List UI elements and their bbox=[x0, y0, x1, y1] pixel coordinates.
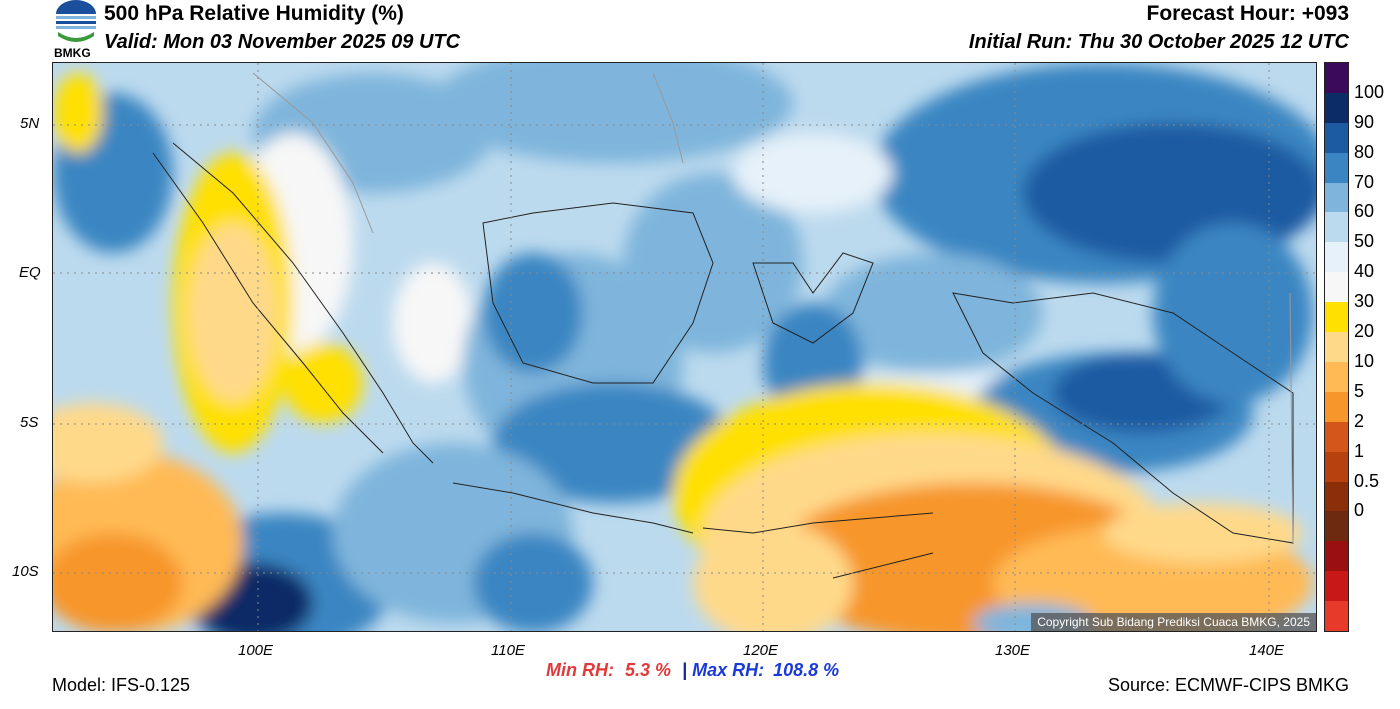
colorbar-segment bbox=[1325, 332, 1348, 363]
colorbar-segment bbox=[1325, 63, 1348, 94]
lon-label-130e: 130E bbox=[995, 642, 1031, 659]
humidity-map-svg bbox=[53, 63, 1316, 631]
colorbar-label: 100 bbox=[1354, 81, 1385, 102]
rh-separator: | bbox=[682, 660, 688, 680]
valid-time: Valid: Mon 03 November 2025 09 UTC bbox=[104, 31, 461, 53]
logo-text: BMKG bbox=[54, 46, 91, 60]
colorbar-segment bbox=[1325, 272, 1348, 303]
lat-label-eq: EQ bbox=[19, 264, 41, 281]
lon-label-100e: 100E bbox=[238, 642, 274, 659]
colorbar-segment bbox=[1325, 122, 1348, 154]
colorbar-label: 2 bbox=[1354, 410, 1365, 431]
lon-label-120e: 120E bbox=[743, 642, 779, 659]
colorbar-segment bbox=[1325, 481, 1348, 512]
colorbar-segment bbox=[1325, 212, 1348, 243]
rh-range: Min RH: 5.3 % | Max RH: 108.8 % bbox=[546, 660, 839, 681]
colorbar-segment bbox=[1325, 361, 1348, 393]
lat-label-5s: 5S bbox=[20, 414, 39, 431]
colorbar-label: 60 bbox=[1354, 201, 1375, 222]
lon-label-110e: 110E bbox=[491, 642, 525, 659]
lon-label-140e: 140E bbox=[1249, 642, 1285, 659]
colorbar-segment bbox=[1325, 451, 1348, 483]
colorbar-segment bbox=[1325, 182, 1348, 213]
min-rh-value: 5.3 % bbox=[625, 660, 672, 680]
colorbar-segment bbox=[1325, 541, 1348, 572]
lat-label-5n: 5N bbox=[20, 115, 40, 132]
borders bbox=[252, 72, 1294, 544]
colorbar-label: 70 bbox=[1354, 171, 1375, 192]
colorbar-label: 10 bbox=[1354, 350, 1375, 371]
colorbar-label: 50 bbox=[1354, 231, 1375, 252]
source-label: Source: ECMWF-CIPS BMKG bbox=[1107, 675, 1349, 695]
bmkg-logo-icon bbox=[56, 0, 96, 42]
colorbar-label: 90 bbox=[1354, 111, 1375, 132]
colorbar-segment bbox=[1325, 571, 1348, 602]
colorbar-label: 40 bbox=[1354, 261, 1375, 282]
max-rh-label: Max RH: bbox=[692, 660, 765, 680]
colorbar-segment bbox=[1325, 391, 1348, 423]
coastlines bbox=[152, 142, 1294, 579]
colorbar-segment bbox=[1325, 601, 1348, 632]
min-rh-label: Min RH: bbox=[546, 660, 614, 680]
chart-title: 500 hPa Relative Humidity (%) bbox=[104, 2, 404, 25]
colorbar-label: 0 bbox=[1354, 500, 1365, 521]
colorbar-labels: 100 90 80 70 60 50 40 30 20 10 5 2 1 0.5 0 bbox=[1354, 62, 1400, 632]
colorbar-segment bbox=[1325, 152, 1348, 184]
lat-label-10s: 10S bbox=[12, 563, 39, 580]
colorbar-label: 80 bbox=[1354, 141, 1375, 162]
humidity-map[interactable]: Copyright Sub Bidang Prediksi Cuaca BMKG… bbox=[52, 62, 1317, 632]
model-label: Model: IFS-0.125 bbox=[52, 675, 191, 695]
colorbar-segment bbox=[1325, 92, 1348, 124]
colorbar-label: 30 bbox=[1354, 291, 1375, 312]
colorbar-label: 1 bbox=[1354, 440, 1365, 461]
colorbar-segment bbox=[1325, 511, 1348, 542]
colorbar-segment bbox=[1325, 302, 1348, 333]
gridlines bbox=[53, 63, 1316, 631]
colorbar-segment bbox=[1325, 421, 1348, 453]
copyright-note: Copyright Sub Bidang Prediksi Cuaca BMKG… bbox=[1031, 613, 1316, 631]
colorbar-label: 0.5 bbox=[1354, 470, 1380, 491]
colorbar-label: 5 bbox=[1354, 380, 1365, 401]
forecast-hour: Forecast Hour: +093 bbox=[1146, 2, 1350, 25]
colorbar bbox=[1324, 62, 1349, 632]
initial-run: Initial Run: Thu 30 October 2025 12 UTC bbox=[968, 31, 1349, 53]
bmkg-logo: BMKG bbox=[52, 0, 100, 60]
colorbar-label: 20 bbox=[1354, 321, 1375, 342]
colorbar-segment bbox=[1325, 242, 1348, 273]
max-rh-value: 108.8 % bbox=[773, 660, 840, 680]
